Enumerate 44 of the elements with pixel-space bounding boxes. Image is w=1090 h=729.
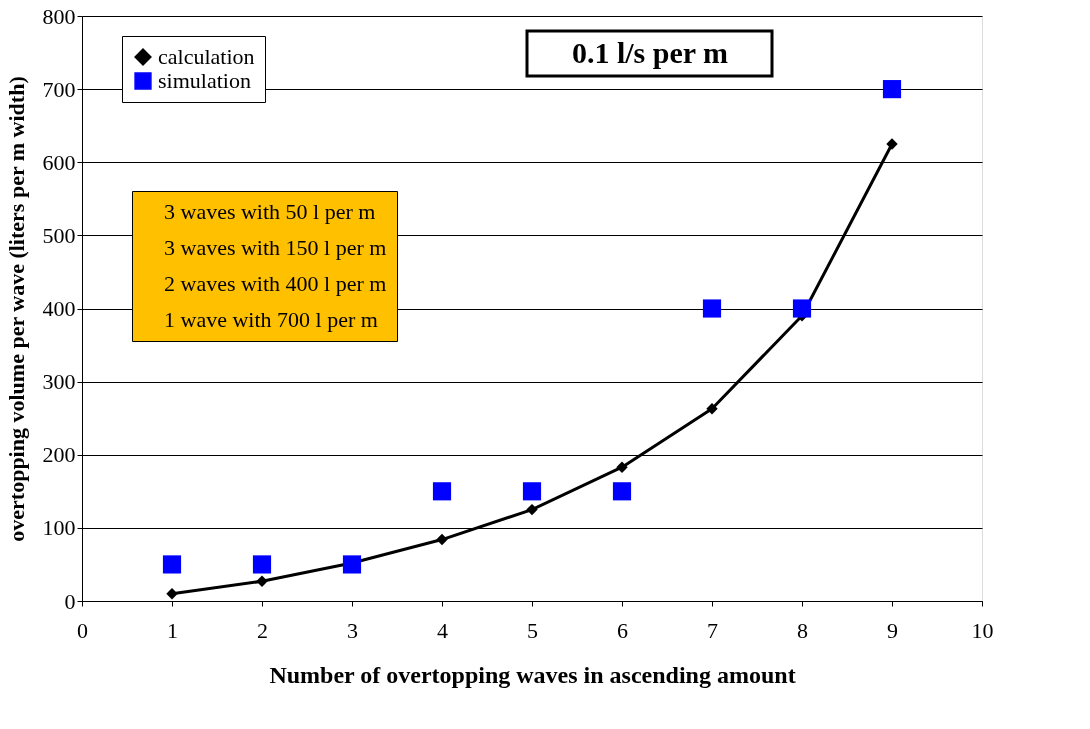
point (166, 587, 178, 600)
x-tick-label: 3 (347, 617, 358, 643)
x-tick-label: 5 (527, 617, 538, 643)
x-tick-label: 6 (617, 617, 628, 643)
y-tick-label: 100 (42, 515, 76, 541)
point (792, 299, 812, 318)
annotation: 3 waves with 50 l per m (164, 199, 376, 224)
x-tick-label: 8 (797, 617, 808, 643)
y-axis-title: overtopping volume per wave (liters per m width) (3, 76, 29, 542)
annotation: 2 waves with 400 l per m (164, 271, 387, 296)
annotation: 0.1 l/s per m (571, 36, 729, 69)
x-tick-label: 7 (707, 617, 718, 643)
point (436, 533, 448, 546)
point (616, 461, 628, 473)
y-tick-label: 200 (42, 442, 76, 468)
x-tick-label: 9 (887, 617, 898, 643)
annotation: 1 wave with 700 l per m (164, 307, 378, 332)
x-axis-title: Number of overtopping waves in ascending amount (269, 661, 796, 688)
y-tick-label: 800 (42, 3, 76, 29)
y-tick-label: 400 (42, 296, 76, 321)
y-tick-label: 0 (64, 588, 76, 614)
y-tick-label: 700 (42, 76, 76, 102)
x-tick-label: 4 (437, 617, 448, 643)
annotation: 3 waves with 150 l per m (164, 235, 387, 260)
point (432, 482, 452, 501)
x-tick-label: 10 (971, 617, 994, 643)
legend-label: calculation (158, 44, 255, 69)
point (342, 555, 362, 574)
point (702, 299, 722, 318)
point (882, 80, 902, 99)
point (612, 482, 632, 501)
y-tick-label: 300 (42, 369, 76, 395)
point (522, 482, 542, 501)
point (526, 503, 538, 516)
legend-label: simulation (158, 68, 251, 93)
x-tick-label: 2 (257, 617, 268, 643)
y-tick-label: 500 (42, 222, 76, 248)
point (162, 555, 182, 574)
point (886, 138, 898, 150)
point (256, 575, 268, 587)
point (706, 402, 718, 415)
point (252, 555, 272, 574)
x-tick-label: 1 (167, 617, 178, 643)
y-tick-label: 600 (42, 149, 76, 175)
